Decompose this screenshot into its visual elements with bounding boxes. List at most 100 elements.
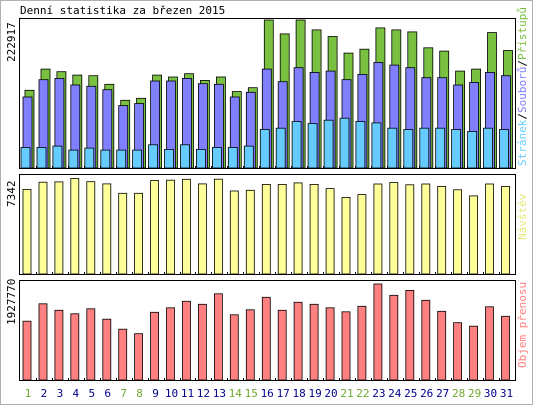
day-label-30: 30 [484, 387, 497, 400]
volume-bar-objem-přenosu-day-27 [437, 310, 447, 381]
visits-bar-návštěv-day-22 [357, 194, 367, 275]
day-label-20: 20 [324, 387, 337, 400]
legend-hits: Přístupů [516, 7, 529, 60]
volume-bar-objem-přenosu-day-3 [54, 309, 64, 381]
visits-bar-návštěv-day-2 [38, 181, 48, 275]
visits-bar-návštěv-day-18 [293, 182, 303, 275]
visits-bar-návštěv-day-19 [309, 183, 319, 275]
hits-bar-stránek-day-21 [339, 117, 350, 169]
hits-bar-stránek-day-1 [20, 146, 31, 169]
day-label-26: 26 [420, 387, 433, 400]
chart-marks: 1 2 3 4 5 6 7 8 9 10 11 12 13 14 15 16 17 18 19 20 21 22 23 24 2… [20, 19, 513, 400]
hits-bar-stránek-day-14 [227, 146, 238, 169]
volume-bar-objem-přenosu-day-12 [197, 303, 207, 381]
visits-bar-návštěv-day-31 [501, 185, 510, 275]
visits-bar-návštěv-day-14 [229, 190, 239, 275]
legend-sep-2: / [516, 60, 529, 67]
legend-sep-1: / [516, 113, 529, 120]
volume-bar-objem-přenosu-day-13 [213, 293, 223, 381]
visits-bar-návštěv-day-30 [485, 183, 494, 275]
hits-bar-stránek-day-22 [355, 121, 366, 169]
volume-bar-objem-přenosu-day-15 [245, 309, 255, 381]
volume-bar-objem-přenosu-day-6 [102, 318, 112, 381]
day-label-19: 19 [308, 387, 321, 400]
day-label-4: 4 [72, 387, 79, 400]
day-label-10: 10 [165, 387, 178, 400]
volume-bar-objem-přenosu-day-1 [22, 320, 32, 381]
day-label-12: 12 [197, 387, 210, 400]
hits-bar-stránek-day-27 [435, 127, 446, 169]
volume-bar-objem-přenosu-day-19 [309, 303, 319, 381]
hits-bar-stránek-day-11 [180, 144, 190, 169]
day-label-21: 21 [340, 387, 353, 400]
hits-bar-stránek-day-8 [132, 149, 143, 169]
hits-bar-stránek-day-23 [371, 122, 382, 169]
visits-bar-návštěv-day-9 [150, 180, 160, 275]
visits-bar-návštěv-day-15 [245, 189, 255, 275]
day-label-6: 6 [104, 387, 111, 400]
hits-bar-stránek-day-2 [36, 146, 47, 169]
day-label-2: 2 [41, 387, 48, 400]
day-label-7: 7 [120, 387, 127, 400]
hits-bar-stránek-day-7 [116, 149, 127, 169]
legend-pages: Stránek [516, 119, 529, 166]
day-label-14: 14 [229, 387, 243, 400]
day-label-27: 27 [436, 387, 449, 400]
volume-legend: Objem přenosu [516, 282, 529, 368]
chart-title: Denní statistika za březen 2015 [20, 4, 225, 17]
volume-bar-objem-přenosu-day-16 [261, 296, 271, 381]
volume-bar-objem-přenosu-day-17 [277, 309, 287, 381]
day-label-28: 28 [452, 387, 465, 400]
hits-bar-stránek-day-4 [68, 149, 79, 169]
visits-bar-návštěv-day-5 [86, 181, 96, 275]
visits-bar-návštěv-day-12 [197, 183, 207, 275]
visits-bar-návštěv-day-3 [54, 181, 64, 275]
visits-legend: Návštěv [516, 193, 529, 240]
hits-bar-stránek-day-15 [243, 145, 254, 169]
hits-bar-stránek-day-5 [84, 147, 95, 169]
hits-bar-stránek-day-24 [387, 127, 398, 169]
hits-bar-stránek-day-26 [419, 127, 430, 169]
day-label-25: 25 [404, 387, 417, 400]
hits-bar-stránek-day-16 [259, 129, 270, 169]
day-label-3: 3 [57, 387, 64, 400]
volume-bar-objem-přenosu-day-4 [70, 313, 80, 381]
visits-bar-návštěv-day-7 [118, 192, 128, 275]
day-label-29: 29 [468, 387, 481, 400]
visits-bar-návštěv-day-20 [325, 188, 335, 275]
volume-bar-objem-přenosu-day-10 [166, 307, 175, 381]
volume-bar-objem-přenosu-day-30 [485, 306, 494, 381]
day-label-18: 18 [292, 387, 305, 400]
day-label-1: 1 [25, 387, 32, 400]
volume-bar-objem-přenosu-day-24 [389, 294, 399, 381]
hits-bar-stránek-day-31 [499, 129, 509, 169]
visits-bar-návštěv-day-26 [421, 183, 431, 275]
volume-bar-objem-přenosu-day-21 [341, 311, 351, 381]
hits-panel-frame [19, 18, 516, 169]
hits-bar-stránek-day-20 [323, 119, 334, 169]
day-label-16: 16 [261, 387, 274, 400]
legend-files: Souborů [516, 67, 529, 113]
day-label-8: 8 [136, 387, 143, 400]
volume-bar-objem-přenosu-day-28 [453, 322, 463, 381]
hits-bar-stránek-day-3 [52, 145, 63, 169]
volume-bar-objem-přenosu-day-18 [293, 301, 303, 381]
day-label-5: 5 [88, 387, 95, 400]
day-label-31: 31 [500, 387, 513, 400]
hits-legend: Stránek/Souborů/Přístupů [516, 7, 529, 166]
day-label-15: 15 [245, 387, 258, 400]
volume-bar-objem-přenosu-day-14 [229, 314, 239, 381]
volume-bar-objem-přenosu-day-9 [150, 311, 160, 381]
visits-bar-návštěv-day-24 [389, 182, 399, 275]
visits-bar-návštěv-day-16 [261, 183, 271, 275]
hits-bar-stránek-day-6 [100, 149, 111, 169]
day-label-11: 11 [181, 387, 194, 400]
visits-bar-návštěv-day-17 [277, 183, 287, 275]
hits-bar-stránek-day-19 [307, 123, 318, 169]
visits-bar-návštěv-day-13 [213, 178, 223, 275]
visits-bar-návštěv-day-1 [22, 188, 32, 275]
day-label-13: 13 [213, 387, 226, 400]
hits-bar-stránek-day-10 [164, 148, 174, 169]
hits-bar-stránek-day-25 [403, 129, 414, 169]
